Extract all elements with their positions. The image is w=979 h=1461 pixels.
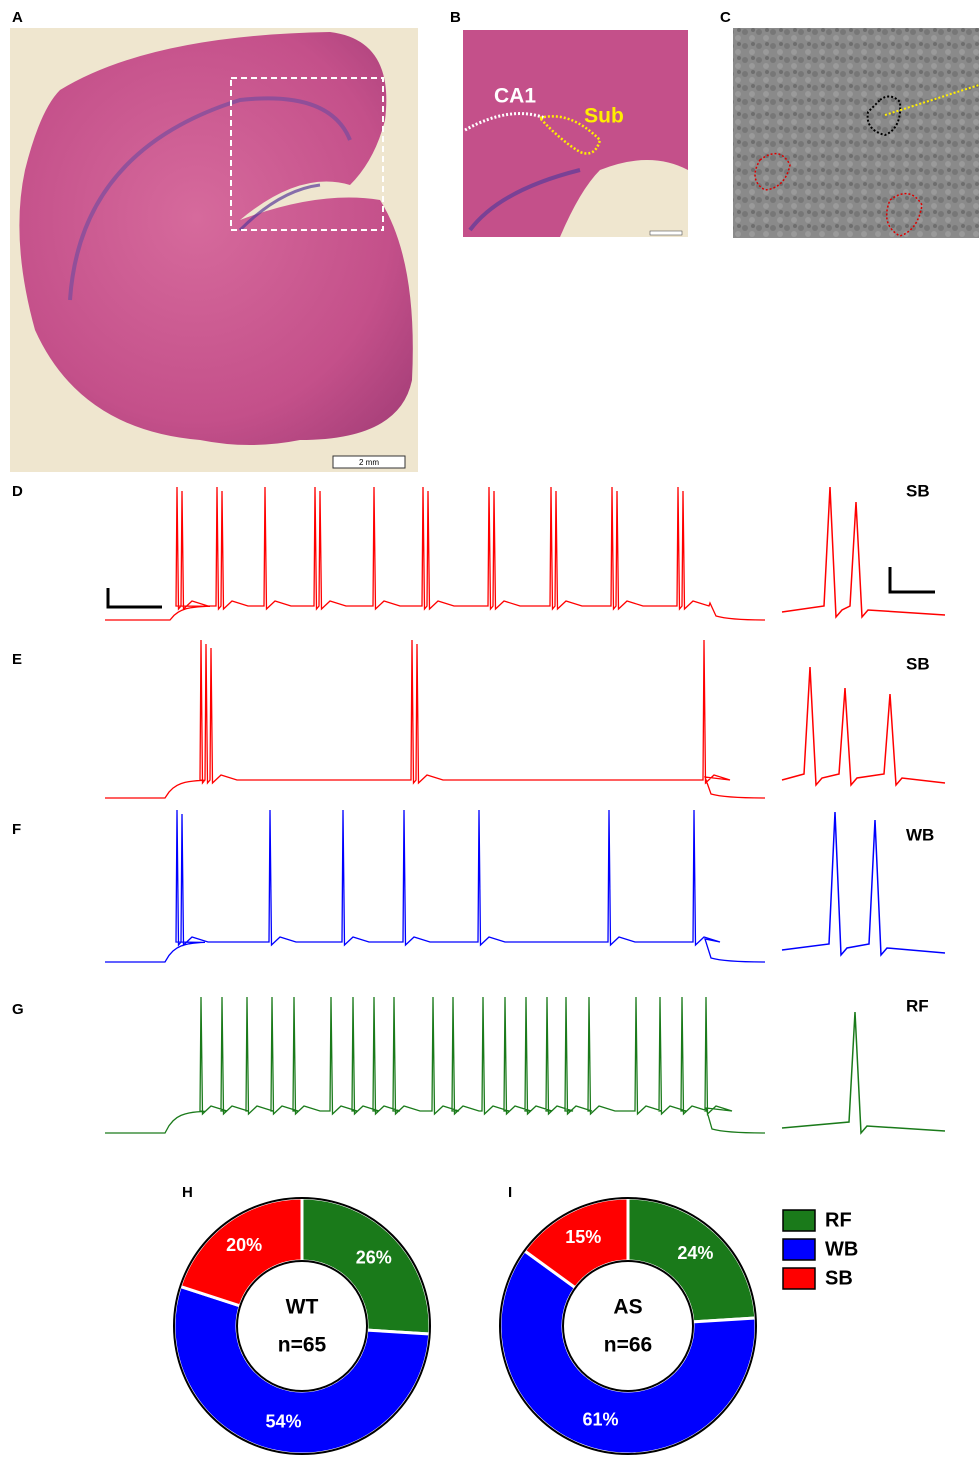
voltage-trace-inset	[781, 486, 946, 619]
voltage-trace	[105, 486, 766, 621]
voltage-trace	[105, 996, 766, 1134]
scale-bar	[649, 230, 683, 236]
cell-outline	[754, 152, 791, 191]
donut-hole	[562, 1260, 694, 1392]
cell-type-label: SB	[906, 654, 930, 673]
voltage-trace	[105, 809, 766, 963]
center-text: n=65	[278, 1334, 327, 1357]
cell-outline	[866, 95, 902, 137]
panel-label: E	[12, 651, 22, 668]
zoom-box	[230, 77, 384, 231]
scale-bar	[106, 588, 162, 609]
donut-outline	[499, 1197, 757, 1455]
value-label: 20%	[226, 1235, 262, 1255]
voltage-trace-inset	[781, 811, 946, 957]
voltage-trace	[105, 639, 766, 799]
value-label: 26%	[356, 1247, 392, 1267]
panel-label: I	[508, 1184, 512, 1201]
donut-hole	[236, 1260, 368, 1392]
brain-section	[19, 32, 413, 445]
panel-label: H	[182, 1184, 193, 1201]
sub-outline	[537, 115, 602, 155]
region-label: Sub	[584, 105, 624, 128]
voltage-trace-inset	[781, 666, 946, 787]
value-label: 54%	[266, 1412, 302, 1432]
panel-a: 2 mm A	[10, 9, 418, 472]
voltage-trace-inset	[781, 1011, 946, 1135]
cell-type-label: WB	[906, 825, 934, 844]
region-label: CA1	[494, 85, 536, 108]
legend-label: RF	[825, 1209, 852, 1231]
value-label: 24%	[677, 1243, 713, 1263]
legend-label: SB	[825, 1267, 853, 1289]
panel-label: D	[12, 483, 23, 500]
donut-outline	[173, 1197, 431, 1455]
legend-swatch	[782, 1238, 816, 1261]
image-background	[733, 28, 979, 238]
cell-outline	[885, 192, 923, 237]
panel-label: C	[720, 9, 731, 26]
center-text: n=66	[604, 1334, 652, 1357]
hippocampus-layer	[238, 183, 321, 232]
value-label: 61%	[583, 1409, 619, 1429]
cell-type-label: RF	[906, 996, 929, 1015]
value-label: 15%	[565, 1227, 601, 1247]
panel-label: B	[450, 9, 461, 26]
cell-type-label: SB	[906, 481, 930, 500]
ventricle	[560, 160, 688, 237]
scale-bar	[888, 567, 935, 594]
center-text: WT	[286, 1296, 319, 1319]
panel-label: A	[12, 9, 23, 26]
pipette-outline	[884, 84, 979, 116]
hippocampus-layer	[468, 168, 581, 232]
panel-label: F	[12, 821, 21, 838]
scale-bar	[332, 455, 406, 469]
legend-label: WB	[825, 1238, 858, 1260]
ca1-outline	[464, 112, 546, 132]
panel-label: G	[12, 1001, 24, 1018]
legend-swatch	[782, 1267, 816, 1290]
panel-c: C	[720, 9, 979, 238]
hippocampus-layer	[68, 96, 352, 301]
panel-b: CA1 Sub B	[450, 9, 688, 237]
legend-swatch	[782, 1209, 816, 1232]
scale-bar-label: 2 mm	[359, 458, 379, 467]
center-text: AS	[613, 1296, 642, 1319]
